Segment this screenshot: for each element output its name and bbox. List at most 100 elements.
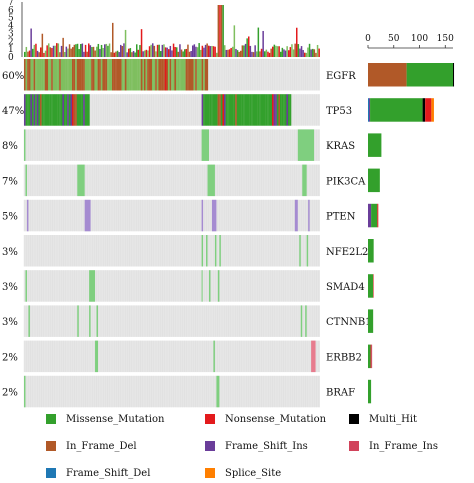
mutation-cell [256, 94, 258, 126]
mutation-cell [116, 59, 119, 91]
mutation-cell [84, 94, 87, 126]
tmb-bar [169, 45, 172, 57]
mutation-cell [216, 94, 218, 126]
mutation-cell [190, 59, 193, 91]
mutation-cell [86, 94, 89, 126]
mutation-cell [81, 94, 84, 126]
tmb-bar [59, 52, 61, 57]
tmb-bar [100, 44, 103, 57]
mutation-cell [49, 59, 52, 91]
mutation-cell [214, 94, 217, 126]
mutation-cell [56, 94, 58, 126]
mutation-cell [115, 59, 117, 91]
tmb-bar [192, 45, 194, 57]
tmb-bar [232, 46, 234, 57]
mutation-cell [43, 59, 45, 91]
mutation-cell [46, 94, 49, 126]
tmb-bar [180, 49, 183, 57]
tmb-bar [276, 46, 279, 57]
tmb-bar [145, 49, 148, 57]
tmb-bar [126, 52, 128, 57]
mutation-cell [302, 164, 307, 197]
mutation-cell [257, 94, 260, 126]
tmb-bar [284, 50, 287, 57]
mutation-cell [152, 59, 154, 91]
tmb-bar [140, 29, 143, 57]
tmb-bar [299, 48, 301, 57]
mutation-cell [211, 199, 217, 232]
mutation-cell [80, 94, 82, 126]
mutation-cell [251, 94, 253, 126]
mutation-cell [211, 94, 213, 126]
legend-label-in_frame_ins: In_Frame_Ins [369, 441, 438, 452]
mutation-cell [148, 59, 151, 91]
top-tick-label: 6 [8, 6, 14, 16]
gene-percent-pten: 5% [2, 212, 18, 223]
bar-tp53-missense_mutation [370, 98, 423, 122]
oncoplot-matrix [23, 59, 320, 408]
mutation-cell [100, 59, 103, 91]
mutation-cell [168, 59, 170, 91]
gene-name-pik3ca: PIK3CA [326, 176, 366, 187]
mutation-cell [76, 59, 79, 91]
mutation-cell [200, 59, 202, 91]
mutation-cell [164, 59, 167, 91]
gene-percent-pik3ca: 7% [2, 176, 18, 187]
tmb-bar [150, 44, 152, 57]
mutation-cell [95, 340, 98, 373]
tmb-bar [291, 44, 293, 57]
mutation-cell [24, 129, 26, 161]
bar-erbb2-missense_mutation [368, 344, 371, 369]
mutation-cell [40, 94, 42, 126]
tmb-bar [36, 50, 39, 57]
mutation-cell [204, 59, 207, 91]
tmb-bar [147, 50, 149, 57]
tmb-bar [190, 51, 192, 57]
mutation-cell [216, 375, 220, 408]
mutation-cell [201, 270, 203, 302]
tmb-bar [153, 45, 156, 57]
bar-egfr-in_frame_del [368, 63, 407, 87]
gene-percent-kras: 8% [2, 141, 18, 152]
tmb-bar [300, 46, 303, 57]
gene-percent-nfe2l2: 3% [2, 247, 18, 258]
mutation-cell [131, 59, 133, 91]
right-tick-label: 0 [365, 34, 371, 44]
tmb-bar [228, 49, 231, 57]
mutation-cell [57, 94, 60, 126]
legend-swatch-nonsense_mutation [205, 414, 215, 424]
mutation-cell [73, 59, 76, 91]
tmb-bar [80, 44, 82, 57]
mutation-cell [76, 94, 79, 126]
mutation-cell [249, 94, 252, 126]
tmb-bar [136, 44, 138, 57]
mutation-cell [280, 94, 282, 126]
mutation-cell [27, 59, 29, 91]
tmb-bar [307, 47, 309, 57]
mutation-cell [206, 59, 209, 91]
gene-name-kras: KRAS [326, 141, 355, 152]
mutation-cell [89, 59, 92, 91]
tmb-bar [92, 46, 95, 57]
mutation-cell [123, 59, 125, 91]
mutation-cell [227, 94, 229, 126]
tmb-bar [28, 50, 31, 57]
tmb-bar [120, 44, 122, 57]
gene-percent-ctnnb1: 3% [2, 317, 18, 328]
mutation-cell [77, 305, 79, 337]
tmb-bar [254, 45, 256, 57]
mutation-cell [27, 94, 29, 126]
gene-percent-braf: 2% [2, 388, 18, 399]
tmb-bar [72, 47, 74, 57]
mutation-cell [276, 94, 279, 126]
gene-labels: 60% EGFR 47% TP53 8% KRAS 7% PIK3CA 5% PTEN 3% NFE2… [2, 71, 372, 399]
mutation-cell [51, 94, 53, 126]
gene-name-braf: BRAF [326, 388, 355, 399]
mutation-cell [265, 94, 268, 126]
tmb-bar [57, 43, 60, 57]
legend-swatch-splice_site [205, 468, 215, 478]
row-bg-pten [24, 199, 320, 232]
mutation-cell [64, 59, 66, 91]
tmb-bar [116, 50, 119, 57]
tmb-bar [33, 44, 36, 57]
